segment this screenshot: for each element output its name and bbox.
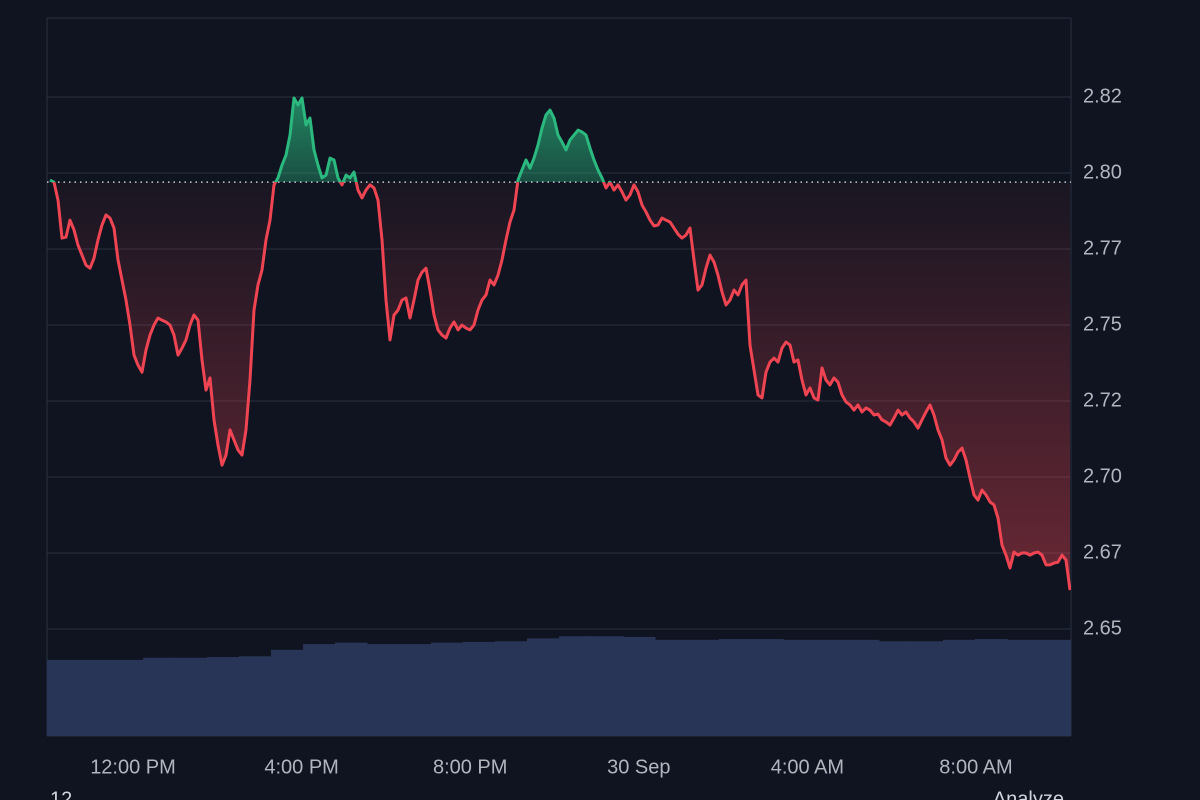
area-below bbox=[53, 182, 1070, 591]
y-tick-label: 2.75 bbox=[1083, 313, 1122, 335]
volume-bar bbox=[303, 644, 336, 736]
x-tick-label: 8:00 AM bbox=[939, 756, 1012, 778]
x-tick-label: 30 Sep bbox=[607, 756, 670, 778]
y-tick-label: 2.80 bbox=[1083, 161, 1122, 183]
volume-bar bbox=[111, 659, 144, 736]
footer-right: Analyze bbox=[993, 788, 1064, 800]
price-line-down bbox=[50, 182, 1071, 591]
volume-bar bbox=[911, 641, 944, 736]
x-tick-label: 12:00 PM bbox=[90, 756, 176, 778]
volume-bar bbox=[815, 639, 848, 736]
y-tick-label: 2.82 bbox=[1083, 85, 1122, 107]
volume-bar bbox=[271, 649, 304, 736]
volume-bar bbox=[623, 636, 656, 736]
volume-bar bbox=[47, 659, 80, 736]
x-tick-label: 4:00 AM bbox=[771, 756, 844, 778]
volume-bar bbox=[655, 639, 688, 736]
footer-left: 12 bbox=[50, 788, 72, 800]
volume-bar bbox=[527, 638, 560, 736]
volume-bar bbox=[175, 657, 208, 736]
volume-bar bbox=[335, 642, 368, 736]
volume-bar bbox=[591, 636, 624, 736]
x-tick-label: 8:00 PM bbox=[433, 756, 507, 778]
price-line-up bbox=[49, 96, 612, 183]
volume-bar bbox=[431, 642, 464, 736]
volume-bar bbox=[943, 639, 976, 736]
volume-bar bbox=[1007, 639, 1040, 736]
volume-bar bbox=[879, 641, 912, 736]
volume-bar bbox=[847, 639, 880, 736]
volume-bar bbox=[463, 641, 496, 736]
volume-bar bbox=[751, 639, 784, 736]
y-tick-label: 2.65 bbox=[1083, 617, 1122, 639]
volume-bar bbox=[719, 639, 752, 736]
y-tick-label: 2.67 bbox=[1083, 541, 1122, 563]
plot-area bbox=[47, 96, 1071, 736]
volume-bar bbox=[495, 641, 528, 736]
y-tick-label: 2.72 bbox=[1083, 389, 1122, 411]
x-tick-label: 4:00 PM bbox=[264, 756, 338, 778]
volume-bar bbox=[239, 656, 272, 736]
volume-bar bbox=[783, 639, 816, 736]
volume-bar bbox=[143, 657, 176, 736]
y-tick-label: 2.77 bbox=[1083, 237, 1122, 259]
y-tick-label: 2.70 bbox=[1083, 465, 1122, 487]
volume-bar bbox=[559, 636, 592, 736]
volume-bar bbox=[367, 644, 400, 736]
volume-bar bbox=[79, 659, 112, 736]
volume-bar bbox=[975, 639, 1008, 736]
volume-bar bbox=[207, 657, 240, 736]
volume-bar bbox=[399, 644, 432, 736]
volume-bar bbox=[1039, 639, 1071, 736]
volume-bar bbox=[687, 639, 720, 736]
